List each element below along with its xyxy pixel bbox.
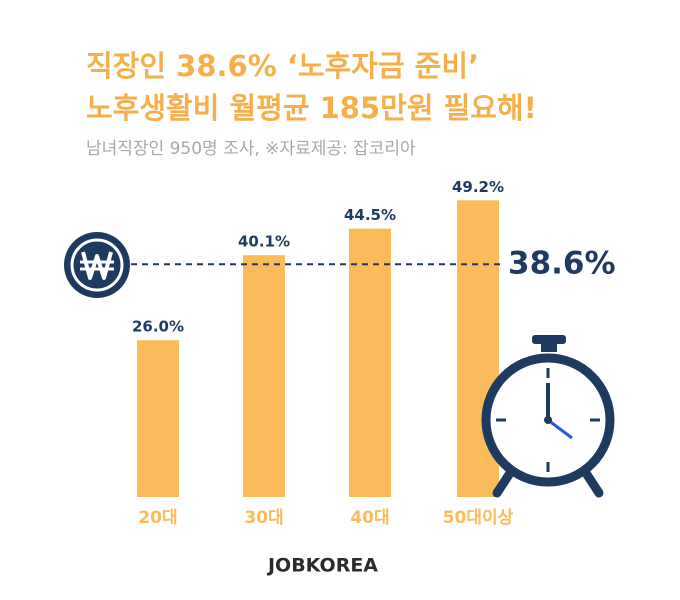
bar bbox=[349, 228, 391, 498]
chart-title: 노후생활비 월평균 185만원 필요해! bbox=[86, 91, 537, 125]
data-label: 40.1% bbox=[238, 233, 290, 251]
clock-icon bbox=[481, 335, 615, 498]
won-icon bbox=[64, 232, 130, 298]
data-label: 26.0% bbox=[132, 318, 184, 336]
brand-logo: JOBKOREA bbox=[266, 555, 378, 577]
x-tick-label: 30대 bbox=[244, 508, 283, 528]
reference-label: 38.6% bbox=[508, 246, 616, 282]
x-tick-label: 40대 bbox=[350, 508, 389, 528]
bar bbox=[243, 255, 285, 497]
data-label: 49.2% bbox=[452, 178, 504, 196]
bar bbox=[137, 340, 179, 497]
data-label: 44.5% bbox=[344, 206, 396, 224]
chart-title: 직장인 38.6% ‘노후자금 준비’ bbox=[86, 49, 479, 83]
chart-subtitle: 남녀직장인 950명 조사, ※자료제공: 잡코리아 bbox=[86, 139, 416, 159]
x-tick-label: 50대이상 bbox=[443, 508, 514, 528]
x-tick-label: 20대 bbox=[138, 508, 177, 528]
